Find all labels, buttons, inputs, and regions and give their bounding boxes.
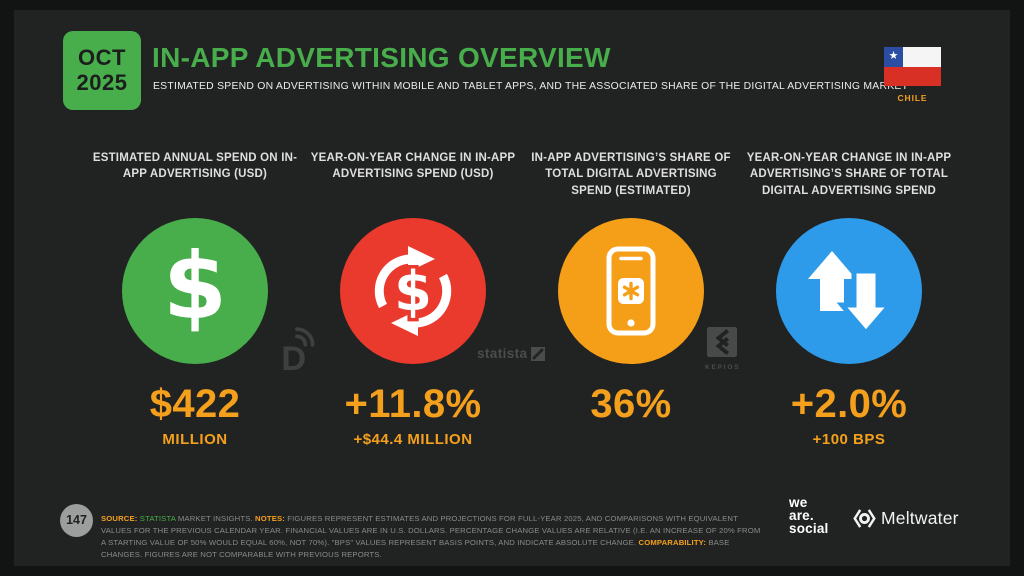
mobile-app-icon [558, 218, 704, 364]
page-title: IN-APP ADVERTISING OVERVIEW [152, 42, 611, 73]
metric-header: YEAR-ON-YEAR CHANGE IN IN-APP ADVERTISIN… [310, 152, 516, 181]
dollar-cycle-icon: $ [340, 218, 486, 364]
date-year: 2025 [76, 69, 128, 95]
svg-text:$: $ [394, 260, 432, 323]
chile-flag-icon: ★ [884, 47, 941, 86]
dollar-glyph: $ [162, 233, 227, 340]
date-badge: OCT 2025 [63, 31, 141, 110]
we-are-social-logo: we are. social [789, 495, 829, 536]
meltwater-eye-icon [853, 509, 876, 528]
statista-watermark-icon: statista [477, 346, 546, 361]
metric-annual-spend: ESTIMATED ANNUAL SPEND ON IN-APP ADVERTI… [86, 150, 304, 447]
metric-header: ESTIMATED ANNUAL SPEND ON IN-APP ADVERTI… [92, 152, 298, 181]
notes-source-name: STATISTA [139, 513, 176, 523]
metrics-row: ESTIMATED ANNUAL SPEND ON IN-APP ADVERTI… [86, 150, 958, 447]
metric-header: IN-APP ADVERTISING’S SHARE OF TOTAL DIGI… [531, 152, 731, 197]
statista-label: statista [477, 346, 528, 361]
metric-sub-value: +$44.4 MILLION [353, 431, 473, 448]
metric-sub-value: +100 BPS [812, 431, 886, 448]
meltwater-label: Meltwater [881, 508, 959, 528]
notes-notes-label: NOTES: [255, 513, 288, 523]
notes-comparability-label: COMPARABILITY: [638, 537, 709, 547]
notes-source-label: SOURCE: [101, 513, 140, 523]
country-flag-block: ★ CHILE [884, 47, 941, 103]
page-subtitle: ESTIMATED SPEND ON ADVERTISING WITHIN MO… [153, 81, 909, 92]
flag-star-icon: ★ [884, 47, 903, 67]
metric-share-of-digital: IN-APP ADVERTISING’S SHARE OF TOTAL DIGI… [522, 150, 740, 447]
metric-value: +11.8% [344, 382, 482, 426]
metric-sub-value: MILLION [162, 431, 228, 448]
metric-value: 36% [590, 382, 672, 426]
kepios-label: KEPIOS [705, 364, 741, 371]
source-notes: SOURCE: STATISTA MARKET INSIGHTS. NOTES:… [101, 513, 761, 559]
metric-value: +2.0% [790, 382, 908, 426]
metric-value: $422 [149, 382, 241, 426]
page-number-badge: 147 [60, 504, 93, 537]
kepios-watermark-icon: KEPIOS [705, 327, 739, 371]
date-month: OCT [78, 44, 126, 70]
meltwater-logo: Meltwater [853, 508, 959, 529]
metric-sub-value [522, 432, 740, 447]
metric-yoy-spend-change: YEAR-ON-YEAR CHANGE IN IN-APP ADVERTISIN… [304, 150, 522, 447]
svg-text:D: D [281, 340, 306, 373]
metric-yoy-share-change: YEAR-ON-YEAR CHANGE IN IN-APP ADVERTISIN… [740, 150, 958, 447]
country-label: CHILE [897, 93, 928, 103]
datareportal-watermark-icon: D [278, 327, 320, 378]
dollar-icon: $ [122, 218, 268, 364]
metric-header: YEAR-ON-YEAR CHANGE IN IN-APP ADVERTISIN… [746, 152, 952, 197]
up-down-arrows-icon [776, 218, 922, 364]
